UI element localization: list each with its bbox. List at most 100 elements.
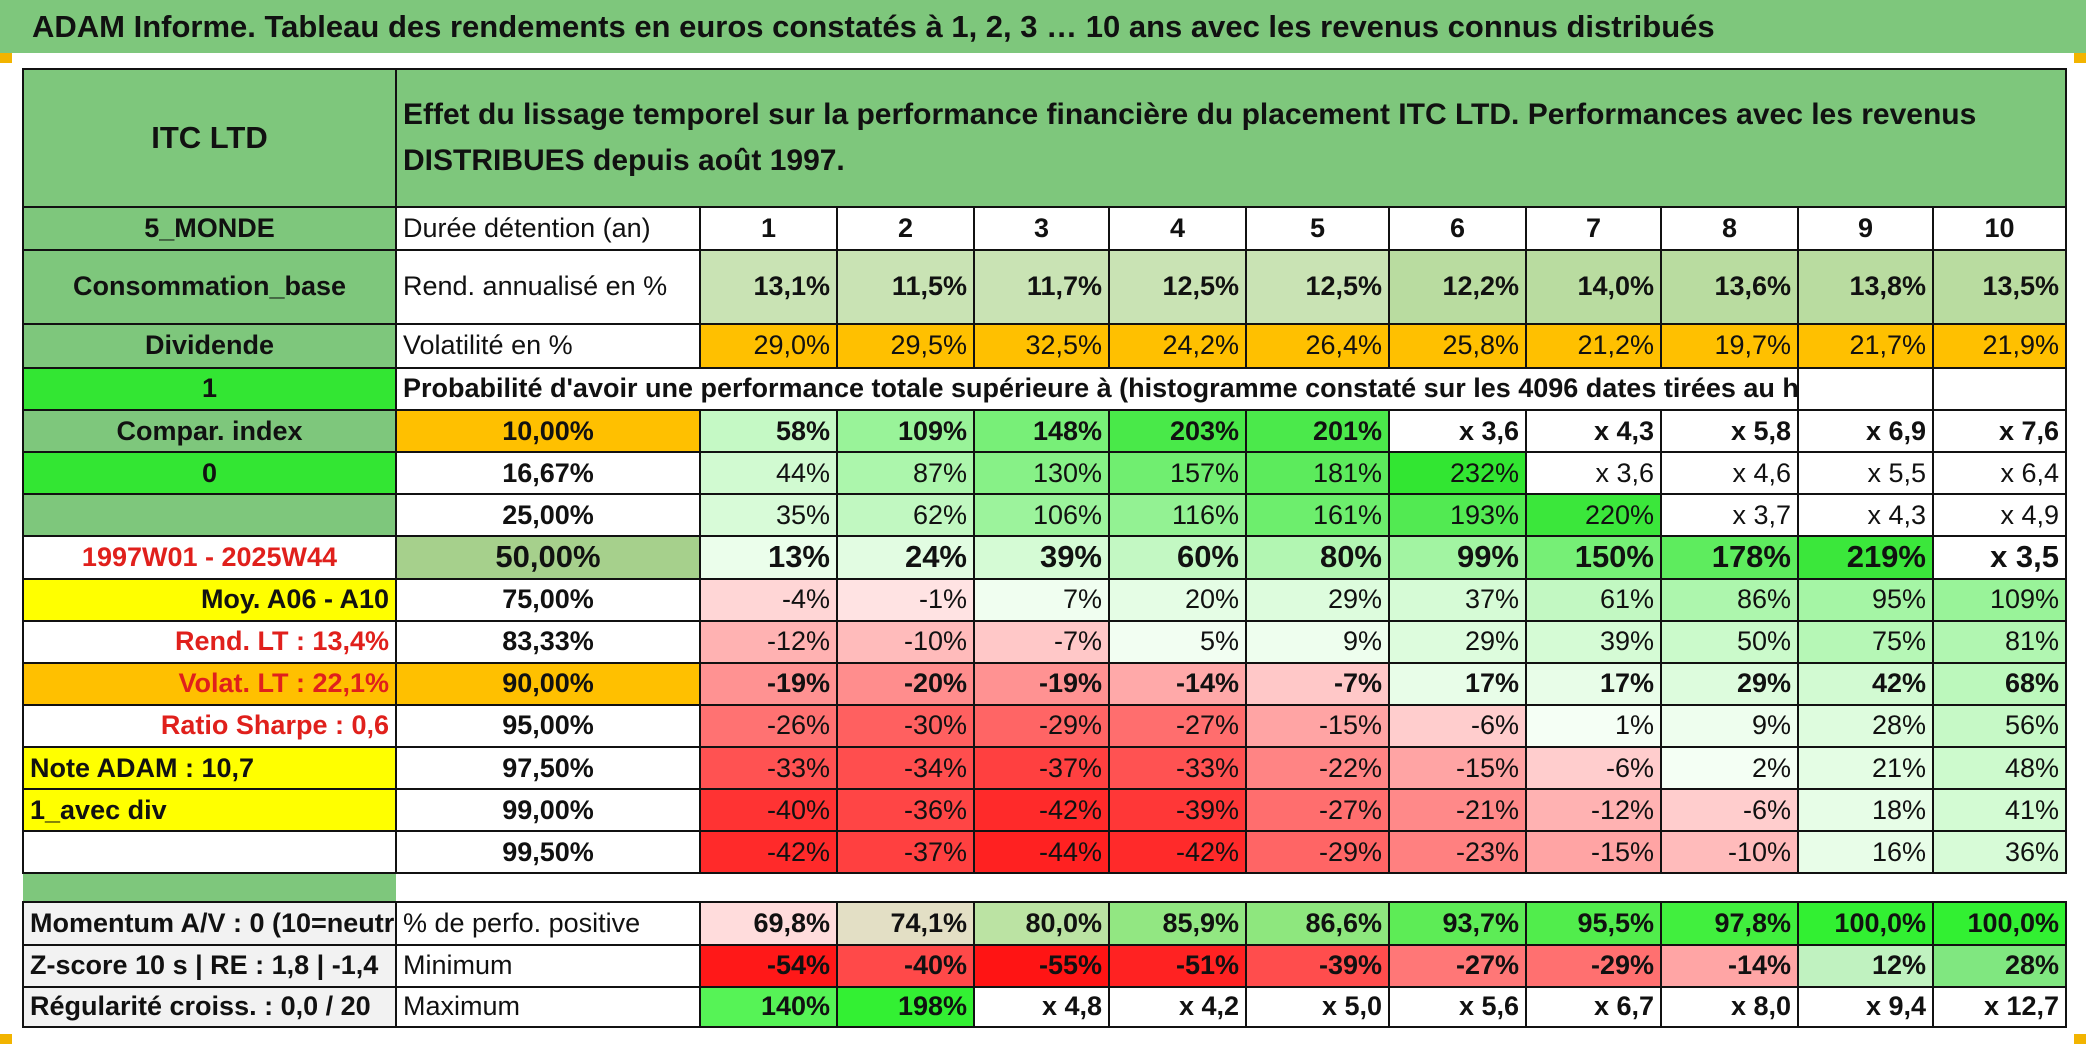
rend-value: 13,5% [1931,248,2068,325]
vol-value: 32,5% [973,322,1110,369]
year-header: 3 [973,206,1110,251]
table-row: Rend. LT : 13,4% 83,33% -12% -10% -7% 5% 9% 29%… [22,619,2068,664]
probability-value: x 4,6 [1660,451,1799,496]
long-term-return: Rend. LT : 13,4% [22,619,397,664]
table-row: 99,50% -42% -37% -44% -42% -29% -23% -15% -10% 16… [22,830,2068,875]
average-label: Moy. A06 - A10 [22,577,397,622]
rend-value: 13,1% [699,248,838,325]
probability-value: 24% [836,535,975,580]
maximum-value: x 9,4 [1797,985,1934,1029]
income-label: Dividende [22,322,397,369]
year-header: 5 [1245,206,1390,251]
table-row: Z-score 10 s | RE : 1,8 | -1,4 Minimum -54… [22,943,2068,988]
vol-value: 21,2% [1525,322,1662,369]
positive-value: 86,6% [1245,901,1390,946]
year-header: 1 [699,206,838,251]
probability-value: -10% [1660,830,1799,875]
table-row: Momentum A/V : 0 (10=neutre)% de perfo. … [22,901,2068,946]
maximum-value: x 4,2 [1108,985,1247,1029]
minimum-value: -54% [699,943,838,988]
duration-label: Durée détention (an) [395,206,701,251]
probability-value: -15% [1388,746,1527,791]
maximum-value: x 5,0 [1245,985,1390,1029]
rend-value: 11,5% [836,248,975,325]
probability-value: -29% [973,703,1110,749]
rend-value: 12,5% [1245,248,1390,325]
probability-value: 48% [1931,746,2068,791]
probability-value: 13% [699,535,838,580]
year-header: 8 [1660,206,1799,251]
probability-value: 68% [1931,661,2068,706]
positive-value: 93,7% [1388,901,1527,946]
threshold-value: 99,50% [395,830,701,875]
corner-marker [0,1034,12,1044]
threshold-value: 25,00% [395,493,701,538]
rend-value: 11,7% [973,248,1110,325]
probability-value: -42% [1108,830,1247,875]
probability-value: x 7,6 [1931,409,2068,454]
probability-value: -44% [973,830,1110,875]
probability-value: -21% [1388,788,1527,833]
probability-value: 99% [1388,535,1527,580]
probability-value: 148% [973,409,1110,454]
vol-value: 29,0% [699,322,838,369]
probability-value: -40% [699,788,838,833]
probability-value: -37% [973,746,1110,791]
maximum-value: x 12,7 [1931,985,2068,1029]
positive-label: % de perfo. positive [395,901,701,946]
maximum-value: x 5,6 [1388,985,1527,1029]
table-row [23,872,2067,904]
table-row: 1_avec div 99,00% -40% -36% -42% -39% -27% -21%… [22,788,2068,833]
probability-value: 220% [1525,493,1662,538]
adam-note: Note ADAM : 10,7 [22,746,397,791]
category-label: Consommation_base [22,248,397,325]
report-title: ADAM Informe. Tableau des rendements en … [0,0,2086,53]
flag-zero: 0 [22,451,397,496]
threshold-value: 10,00% [395,409,701,454]
rend-value: 12,2% [1388,248,1527,325]
positive-value: 85,9% [1108,901,1247,946]
probability-value: x 4,3 [1797,493,1934,538]
maximum-label: Maximum [395,985,701,1029]
probability-value: -12% [1525,788,1662,833]
rend-value: 13,6% [1660,248,1799,325]
probability-value: -26% [699,703,838,749]
probability-value: -34% [836,746,975,791]
vol-value: 21,7% [1797,322,1934,369]
long-term-volatility: Volat. LT : 22,1% [22,661,397,706]
vol-value: 19,7% [1660,322,1799,369]
minimum-label: Minimum [395,943,701,988]
probability-value: 17% [1525,661,1662,706]
probability-value: -12% [699,619,838,664]
probability-value: -39% [1108,788,1247,833]
probability-value: -6% [1660,788,1799,833]
probability-value: 42% [1797,661,1934,706]
vol-value: 29,5% [836,322,975,369]
probability-value: 86% [1660,577,1799,622]
zone-label: 5_MONDE [22,206,397,251]
positive-value: 80,0% [973,901,1110,946]
table-row: 1 Probabilité d'avoir une performance tot… [22,366,2068,412]
probability-value: -14% [1108,661,1247,706]
probability-value: 29% [1660,661,1799,706]
vol-value: 26,4% [1245,322,1390,369]
probability-value: 1% [1525,703,1662,749]
probability-value: 39% [973,535,1110,580]
threshold-value: 50,00% [395,535,701,580]
probability-value: x 6,9 [1797,409,1934,454]
dividend-mode: 1_avec div [22,788,397,833]
separator-cell [23,872,396,904]
probability-value: x 3,7 [1660,493,1799,538]
rend-label: Rend. annualisé en % [395,248,701,325]
probability-value: -6% [1525,746,1662,791]
probability-value: x 4,3 [1525,409,1662,454]
positive-value: 100,0% [1931,901,2068,946]
probability-value: -6% [1388,703,1527,749]
year-header: 6 [1388,206,1527,251]
probability-value: 109% [836,409,975,454]
corner-marker [0,53,12,63]
probability-value: 109% [1931,577,2068,622]
probability-value: 178% [1660,535,1799,580]
positive-value: 100,0% [1797,901,1934,946]
sharpe-ratio: Ratio Sharpe : 0,6 [22,703,397,749]
